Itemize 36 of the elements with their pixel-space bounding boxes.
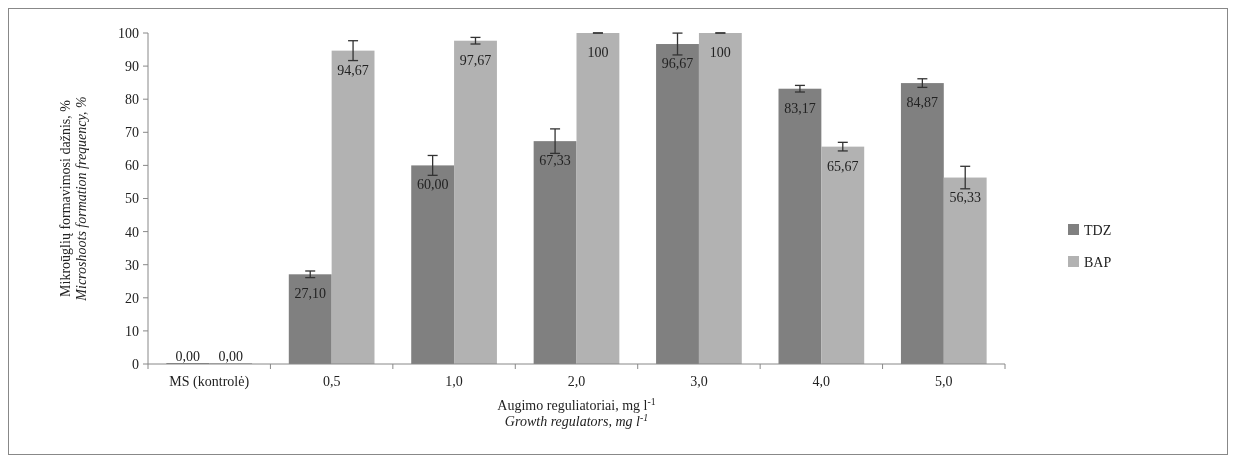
- x-tick-label: 1,0: [445, 374, 463, 389]
- data-label: 84,87: [906, 95, 939, 111]
- y-axis-title: Mikroūglių formavimosi dažnis, % Microshoots formation frequency, %: [58, 96, 89, 302]
- x-tick-label: 4,0: [812, 374, 831, 389]
- y-tick-label: 20: [125, 290, 139, 306]
- x-tick-label: 3,0: [690, 374, 708, 389]
- x-axis-title: Augimo reguliatoriai, mg l$^{-1}$ Growth regulators, mg l$^{-1}$: [497, 395, 656, 429]
- y-tick-label: 60: [125, 158, 139, 174]
- y-tick-label: 70: [125, 125, 139, 141]
- x-tick-label: 2,0: [567, 374, 586, 389]
- data-label: 100: [709, 45, 731, 60]
- data-label: 67,33: [539, 153, 571, 169]
- x-tick-label: MS (kontrolė): [169, 374, 250, 390]
- x-tick-label: 5,0: [935, 374, 953, 389]
- y-tick-label: 30: [125, 257, 139, 273]
- data-label: 0,00: [175, 349, 201, 364]
- y-tick-label: 80: [125, 92, 139, 108]
- y-tick-label: 40: [125, 224, 139, 240]
- data-label: 0,00: [218, 349, 243, 364]
- data-label: 83,17: [784, 100, 816, 116]
- data-label: 60,00: [416, 177, 449, 193]
- data-label: 100: [587, 45, 609, 60]
- data-label: 56,33: [949, 189, 981, 205]
- y-tick-label: 100: [118, 25, 139, 41]
- y-tick-label: 10: [125, 323, 139, 339]
- y-tick-label: 0: [132, 356, 139, 372]
- y-tick-label: 90: [125, 59, 139, 74]
- x-tick-label: 0,5: [322, 374, 341, 389]
- legend-label: TDZ: [1084, 222, 1112, 238]
- legend-label: BAP: [1084, 254, 1112, 270]
- data-label: 27,10: [294, 286, 326, 302]
- y-tick-label: 50: [125, 191, 139, 207]
- data-label: 65,67: [827, 158, 859, 174]
- data-label: 97,67: [459, 52, 492, 68]
- data-label: 96,67: [661, 56, 694, 72]
- data-label: 94,67: [337, 62, 369, 78]
